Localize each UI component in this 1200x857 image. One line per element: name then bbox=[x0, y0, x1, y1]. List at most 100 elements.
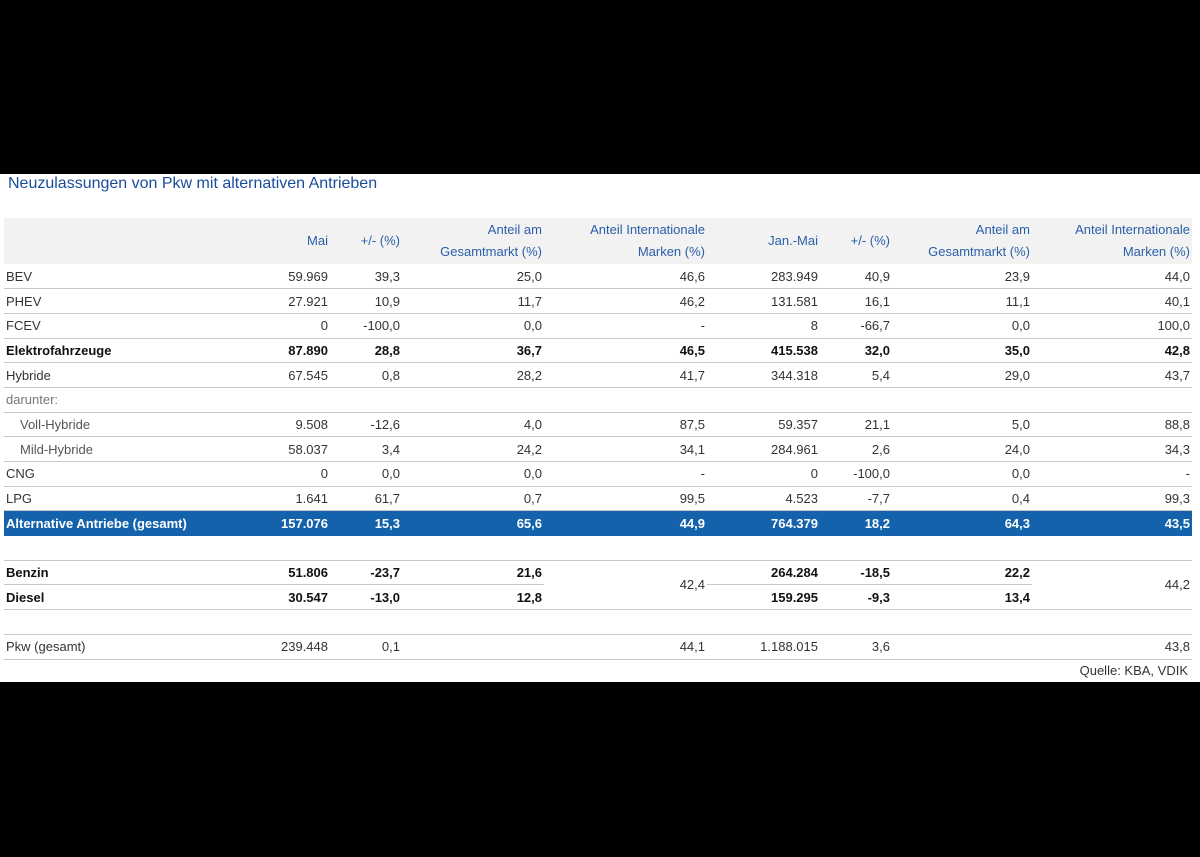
cell bbox=[892, 634, 1032, 660]
cell: 40,9 bbox=[820, 264, 892, 290]
table-row: Pkw (gesamt) 239.448 0,1 44,1 1.188.015 … bbox=[4, 634, 1192, 660]
row-label: Voll-Hybride bbox=[4, 412, 230, 438]
cell: 22,2 bbox=[892, 560, 1032, 586]
cell-empty bbox=[230, 387, 1192, 413]
cell: 29,0 bbox=[892, 362, 1032, 388]
cell: 239.448 bbox=[230, 634, 330, 660]
cell: 283.949 bbox=[707, 264, 820, 290]
cell: -100,0 bbox=[820, 461, 892, 487]
cell: - bbox=[544, 313, 707, 339]
cell: 23,9 bbox=[892, 264, 1032, 290]
cell: 43,8 bbox=[1032, 634, 1192, 660]
row-label: Pkw (gesamt) bbox=[4, 634, 230, 660]
cell: 43,5 bbox=[1032, 510, 1192, 536]
table-row: FCEV 0 -100,0 0,0-8 -66,7 0,0 100,0 bbox=[4, 313, 1192, 339]
row-label: CNG bbox=[4, 461, 230, 487]
cell: 11,1 bbox=[892, 288, 1032, 314]
cell: 34,3 bbox=[1032, 436, 1192, 462]
cell: - bbox=[544, 461, 707, 487]
cell: 264.284 bbox=[707, 560, 820, 586]
cell: 3,6 bbox=[820, 634, 892, 660]
row-label: Elektrofahrzeuge bbox=[4, 338, 230, 364]
header-line: Anteil am bbox=[975, 222, 1030, 237]
cell: 12,8 bbox=[402, 584, 544, 611]
cell: -18,5 bbox=[820, 560, 892, 586]
row-label: LPG bbox=[4, 486, 230, 512]
cell: 0,4 bbox=[892, 486, 1032, 512]
cell: 87.890 bbox=[230, 338, 330, 364]
cell: 30.547 bbox=[230, 584, 330, 611]
cell: 159.295 bbox=[707, 584, 820, 611]
row-label: BEV bbox=[4, 264, 230, 290]
table-row: Mild-Hybride 58.037 3,4 24,2 34,1 284.961 2,6 2… bbox=[4, 436, 1192, 462]
cell: 36,7 bbox=[402, 338, 544, 364]
cell: 0 bbox=[230, 461, 330, 487]
cell: 59.357 bbox=[707, 412, 820, 438]
header-line: Gesamtmarkt (%) bbox=[928, 244, 1030, 259]
row-label: darunter: bbox=[4, 387, 230, 413]
spacer-cell bbox=[4, 535, 1192, 561]
cell: 44,9 bbox=[544, 510, 707, 536]
header-line: Anteil Internationale bbox=[1075, 222, 1190, 237]
cell: 99,3 bbox=[1032, 486, 1192, 512]
row-label: PHEV bbox=[4, 288, 230, 314]
table-row: CNG 0 0,0 0,0-0 -100,0 0,0- bbox=[4, 461, 1192, 487]
cell: 8 bbox=[707, 313, 820, 339]
cell: 0,7 bbox=[402, 486, 544, 512]
cell: 1.641 bbox=[230, 486, 330, 512]
cell: 0,0 bbox=[330, 461, 402, 487]
header-share-total-janmai: Anteil am Gesamtmarkt (%) bbox=[892, 218, 1032, 264]
cell: 415.538 bbox=[707, 338, 820, 364]
cell: 0,8 bbox=[330, 362, 402, 388]
cell: 58.037 bbox=[230, 436, 330, 462]
spacer-row bbox=[4, 609, 1192, 635]
cell: 2,6 bbox=[820, 436, 892, 462]
cell: 1.188.015 bbox=[707, 634, 820, 660]
cell: 43,7 bbox=[1032, 362, 1192, 388]
cell: 44,0 bbox=[1032, 264, 1192, 290]
table-row: LPG 1.641 61,7 0,7 99,5 4.523 -7,7 0,4 99,3 bbox=[4, 486, 1192, 512]
cell: 44,1 bbox=[544, 634, 707, 660]
header-share-intl-janmai: Anteil Internationale Marken (%) bbox=[1032, 218, 1192, 264]
cell-merged: 44,2 bbox=[1032, 560, 1192, 611]
cell: -7,7 bbox=[820, 486, 892, 512]
cell: 0,0 bbox=[892, 313, 1032, 339]
cell: 5,4 bbox=[820, 362, 892, 388]
cell: 88,8 bbox=[1032, 412, 1192, 438]
header-line: Gesamtmarkt (%) bbox=[440, 244, 542, 259]
cell: 42,8 bbox=[1032, 338, 1192, 364]
spacer-row bbox=[4, 535, 1192, 561]
cell: 5,0 bbox=[892, 412, 1032, 438]
cell: 34,1 bbox=[544, 436, 707, 462]
cell: 3,4 bbox=[330, 436, 402, 462]
cell: 28,8 bbox=[330, 338, 402, 364]
row-label: FCEV bbox=[4, 313, 230, 339]
cell: 28,2 bbox=[402, 362, 544, 388]
page-title: Neuzulassungen von Pkw mit alternativen … bbox=[8, 175, 378, 192]
header-share-intl-mai: Anteil Internationale Marken (%) bbox=[544, 218, 707, 264]
table-row: darunter: bbox=[4, 387, 1192, 413]
cell: 21,1 bbox=[820, 412, 892, 438]
cell: -66,7 bbox=[820, 313, 892, 339]
cell: 67.545 bbox=[230, 362, 330, 388]
source-note: Quelle: KBA, VDIK bbox=[1079, 663, 1188, 678]
cell: 344.318 bbox=[707, 362, 820, 388]
cell: 64,3 bbox=[892, 510, 1032, 536]
cell: 0,0 bbox=[892, 461, 1032, 487]
header-janmai: Jan.-Mai bbox=[768, 233, 818, 248]
cell: 0 bbox=[707, 461, 820, 487]
registrations-table: Mai +/- (%) Anteil am Gesamtmarkt (%) Ant… bbox=[4, 218, 1192, 660]
cell: 10,9 bbox=[330, 288, 402, 314]
cell: 13,4 bbox=[892, 584, 1032, 611]
row-label: Diesel bbox=[4, 584, 230, 611]
cell: 16,1 bbox=[820, 288, 892, 314]
table-row: BEV 59.969 39,3 25,0 46,6 283.949 40,9 23,9 44,0 bbox=[4, 264, 1192, 290]
table-body: BEV 59.969 39,3 25,0 46,6 283.949 40,9 23,9 44,0… bbox=[4, 264, 1192, 660]
cell: -9,3 bbox=[820, 584, 892, 611]
table-row: Diesel 30.547 -13,0 12,8 159.295 -9,3 13… bbox=[4, 584, 1192, 611]
header-line: Anteil Internationale bbox=[590, 222, 705, 237]
cell: 46,6 bbox=[544, 264, 707, 290]
cell: 157.076 bbox=[230, 510, 330, 536]
row-label: Benzin bbox=[4, 560, 230, 586]
table-row: Hybride 67.545 0,8 28,2 41,7 344.318 5,4 29,0 43… bbox=[4, 362, 1192, 388]
